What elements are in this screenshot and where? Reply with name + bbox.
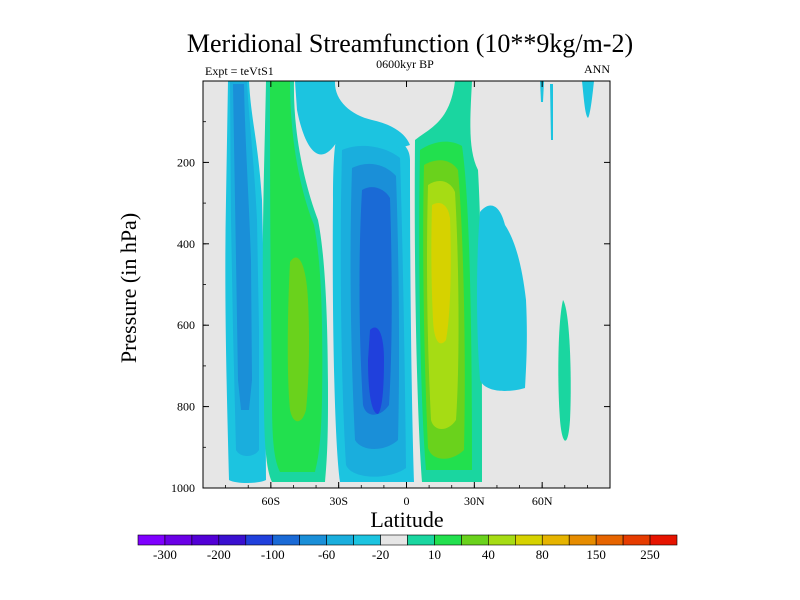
y-axis-label: Pressure (in hPa) xyxy=(116,213,141,363)
colorbar-swatch-7 xyxy=(326,534,354,546)
colorbar-label-7: 80 xyxy=(536,547,549,562)
colorbar-swatch-19 xyxy=(649,534,678,546)
contour-sh-ferrel-core xyxy=(287,257,310,422)
subtitle-right: ANN xyxy=(584,62,610,76)
colorbar-label-0: -300 xyxy=(153,547,177,562)
contour-nh-hadley-peak xyxy=(431,202,451,344)
chart-title: Meridional Streamfunction (10**9kg/m-2) xyxy=(187,29,633,58)
colorbar-label-3: -60 xyxy=(318,547,335,562)
y-axis: 200 400 600 800 1000 xyxy=(171,121,610,495)
colorbar-swatch-3 xyxy=(218,534,247,546)
colorbar-swatch-13 xyxy=(488,534,516,546)
colorbar-swatch-8 xyxy=(353,534,381,546)
colorbar-label-1: -200 xyxy=(207,547,231,562)
colorbar-swatch-5 xyxy=(272,534,301,546)
colorbar-label-8: 150 xyxy=(586,547,606,562)
x-tick-label-1: 30S xyxy=(329,494,348,508)
contour-nh-polar xyxy=(558,300,571,441)
colorbar-swatch-4 xyxy=(245,534,274,546)
y-tick-label-4: 1000 xyxy=(171,481,195,495)
x-tick-label-0: 60S xyxy=(261,494,280,508)
colorbar-swatch-12 xyxy=(461,534,489,546)
colorbar-label-5: 10 xyxy=(428,547,441,562)
contour-nh-ferrel xyxy=(477,205,527,391)
colorbar-label-4: -20 xyxy=(372,547,389,562)
colorbar-swatch-14 xyxy=(514,534,543,546)
colorbar: -300 -200 -100 -60 -20 10 40 80 150 250 xyxy=(137,534,678,562)
colorbar-swatch-9 xyxy=(380,534,408,546)
colorbar-swatch-15 xyxy=(541,534,570,546)
y-tick-label-2: 600 xyxy=(177,318,195,332)
colorbar-swatch-2 xyxy=(191,534,220,546)
colorbar-swatch-10 xyxy=(407,534,435,546)
colorbar-swatch-0 xyxy=(137,534,166,546)
subtitle-center: 0600kyr BP xyxy=(376,57,434,71)
contour-field xyxy=(225,81,594,483)
colorbar-swatch-16 xyxy=(568,534,597,546)
contour-sh-hadley-min xyxy=(368,327,384,414)
colorbar-swatch-1 xyxy=(164,534,193,546)
y-tick-label-0: 200 xyxy=(177,155,195,169)
y-tick-label-1: 400 xyxy=(177,237,195,251)
subtitle-left: Expt = teVtS1 xyxy=(205,64,274,78)
contour-nh-upper-sliver-c xyxy=(582,81,594,118)
x-tick-label-2: 0 xyxy=(404,494,410,508)
x-axis-label: Latitude xyxy=(370,507,443,532)
colorbar-swatch-6 xyxy=(299,534,327,546)
contour-nh-upper-sliver-a xyxy=(540,81,544,102)
x-tick-label-4: 60N xyxy=(532,494,553,508)
x-axis: 60S 30S 0 30N 60N xyxy=(202,81,611,508)
colorbar-label-6: 40 xyxy=(482,547,495,562)
contour-sh-polar-core xyxy=(233,84,252,410)
x-tick-label-3: 30N xyxy=(464,494,485,508)
colorbar-swatch-11 xyxy=(434,534,462,546)
contour-nh-upper-sliver-b xyxy=(550,84,553,140)
colorbar-label-2: -100 xyxy=(261,547,285,562)
colorbar-swatch-18 xyxy=(622,534,651,546)
colorbar-label-9: 250 xyxy=(640,547,660,562)
colorbar-swatch-17 xyxy=(595,534,624,546)
contour-upper-blob xyxy=(295,81,410,155)
y-tick-label-3: 800 xyxy=(177,400,195,414)
